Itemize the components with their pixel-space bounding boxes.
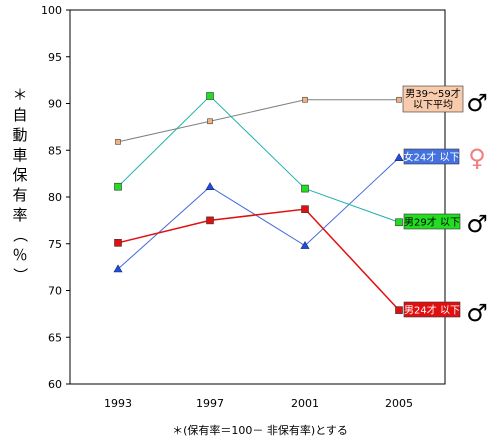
x-tick-label: 2001 — [291, 397, 319, 410]
y-label-char: 車 — [12, 146, 27, 164]
y-label-char: ） — [11, 267, 29, 282]
data-point — [394, 153, 404, 162]
series-label-text: 男29才 以下 — [404, 216, 460, 229]
y-label-char: ％ — [12, 246, 27, 264]
y-axis-ticks: 60 65 70 75 80 85 90 95 100 — [41, 4, 70, 391]
y-label-char: 自 — [12, 106, 27, 124]
gender-symbol: ♂ — [466, 299, 488, 327]
series-line — [117, 95, 400, 223]
data-point — [205, 182, 215, 191]
series-layer — [113, 92, 404, 314]
series-label-text: 男39～59才 — [405, 87, 460, 100]
x-tick-label: 1997 — [196, 397, 224, 410]
label-background — [403, 301, 461, 318]
y-label-char: （ — [11, 227, 29, 242]
y-label-char: 率 — [12, 206, 27, 224]
y-label-char: 保 — [12, 166, 27, 184]
y-tick-label: 95 — [48, 51, 62, 64]
y-tick-label: 80 — [48, 191, 62, 204]
label-background — [403, 213, 461, 230]
series-label-box: 男24才 以下 — [403, 301, 461, 318]
series-line — [117, 157, 400, 270]
data-point — [207, 118, 213, 125]
series — [113, 153, 404, 273]
y-tick-label: 70 — [48, 285, 62, 298]
label-background — [403, 148, 460, 165]
data-point — [114, 239, 122, 247]
data-point — [395, 218, 403, 227]
series — [115, 96, 402, 145]
data-point — [113, 264, 123, 273]
y-tick-label: 90 — [48, 98, 62, 111]
gender-symbol: ♀ — [468, 144, 486, 172]
data-point — [395, 306, 403, 314]
plot-area — [69, 9, 446, 385]
series-line — [117, 99, 399, 143]
series — [114, 92, 403, 227]
data-point — [206, 216, 214, 225]
data-point — [300, 241, 310, 249]
gender-symbol: ♂ — [466, 210, 488, 238]
y-label-char: 動 — [12, 126, 27, 144]
y-tick-label: 85 — [48, 144, 62, 157]
y-tick-label: 75 — [48, 238, 62, 251]
series-line — [117, 208, 400, 311]
data-point — [301, 205, 309, 213]
footnote: ＊(保有率＝100－ 非保有率)とする — [172, 423, 348, 437]
series-label-box: 男29才 以下 — [403, 213, 461, 230]
x-tick-label: 2005 — [385, 397, 413, 410]
series-label-text: 女24才 以下 — [404, 151, 460, 164]
data-point — [301, 184, 309, 193]
x-tick-label: 1993 — [104, 397, 132, 410]
series — [114, 205, 403, 314]
data-point — [115, 139, 121, 145]
data-point — [206, 92, 214, 100]
data-point — [302, 96, 308, 103]
y-label-char: 有 — [12, 186, 27, 204]
data-point — [114, 182, 122, 191]
series-label-text: 男24才 以下 — [404, 304, 460, 317]
y-tick-label: 65 — [48, 331, 62, 344]
label-background — [402, 85, 464, 113]
series-label-box: 女24才 以下 — [403, 148, 460, 165]
y-tick-label: 60 — [48, 378, 62, 391]
y-tick-label: 100 — [41, 4, 62, 17]
series-label-text: 以下平均 — [413, 99, 453, 111]
data-point — [396, 96, 402, 103]
y-label-char: ＊ — [12, 86, 27, 104]
x-axis-ticks: 1993 1997 2001 2005 — [104, 397, 413, 410]
gender-symbol: ♂ — [466, 89, 488, 117]
